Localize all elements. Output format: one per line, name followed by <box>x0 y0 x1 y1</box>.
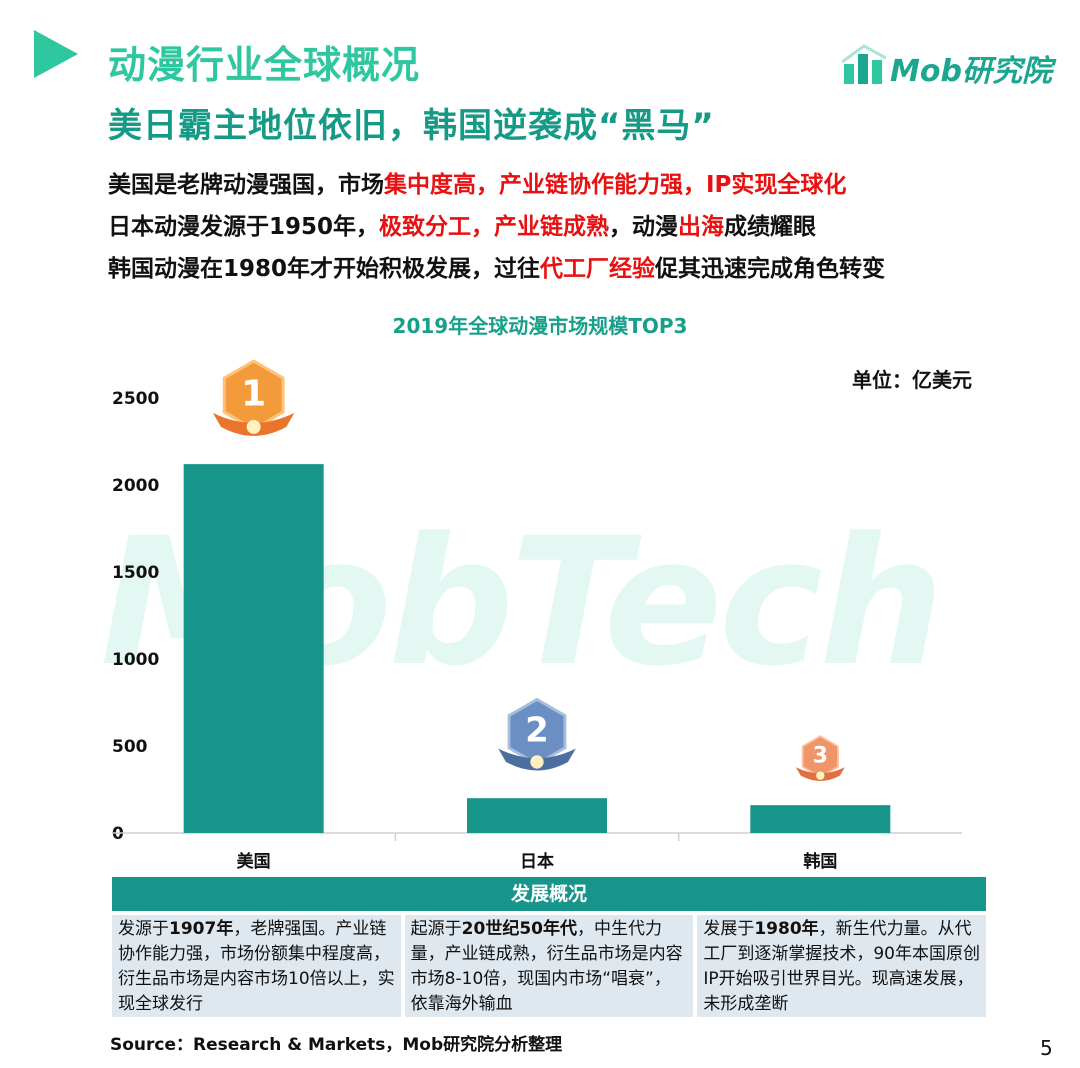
summary-bullets: 美国是老牌动漫强国，市场集中度高，产业链协作能力强，IP实现全球化 日本动漫发源于… <box>108 168 1048 294</box>
cell-bold-text: 1907年 <box>169 919 234 939</box>
cell-text: ，新生代力量。从代工厂到逐渐掌握技术，90年本国原创IP开始吸引世界目光。现高速… <box>703 919 980 1014</box>
source-note: Source：Research & Markets，Mob研究院分析整理 <box>110 1035 563 1055</box>
unit-label: 单位：亿美元 <box>852 368 972 392</box>
highlight-text: 极致分工，产业链成熟 <box>379 214 610 240</box>
table-cell: 发源于1907年，老牌强国。产业链协作能力强，市场份额集中程度高，衍生品市场是内… <box>112 915 401 1017</box>
highlight-text: 集中度高，产业链协作能力强，IP实现全球化 <box>384 172 847 198</box>
bullet-line: 韩国动漫在1980年才开始积极发展，过往代工厂经验促其迅速完成角色转变 <box>108 252 1048 294</box>
highlight-text: 代工厂经验 <box>540 256 656 282</box>
table-row: 发源于1907年，老牌强国。产业链协作能力强，市场份额集中程度高，衍生品市场是内… <box>112 915 987 1017</box>
rank-number: 2 <box>525 710 549 750</box>
rank-badge-icon: 1 <box>212 359 295 436</box>
rank-badge-icon: 2 <box>498 697 576 771</box>
market-size-bar-chart: 0 500 1000 1500 2000 2500 美国 1 日本 2 韩国 3 <box>112 359 962 872</box>
title-arrow-icon <box>34 30 78 78</box>
page-subtitle: 美日霸主地位依旧，韩国逆袭成“黑马” <box>108 106 715 146</box>
bar <box>750 805 891 833</box>
bullet-text: 美国是老牌动漫强国，市场 <box>108 172 384 198</box>
logo-text: Mob研究院 <box>890 54 1052 89</box>
table-cell: 发展于1980年，新生代力量。从代工厂到逐渐掌握技术，90年本国原创IP开始吸引… <box>697 915 987 1017</box>
cell-text: ，中生代力量，产业链成熟，衍生品市场是内容市场8-10倍，现国内市场“唱衰”，依… <box>410 919 683 1014</box>
y-tick-label: 500 <box>112 737 148 757</box>
bullet-text: 促其迅速完成角色转变 <box>655 256 886 282</box>
y-tick-label: 2000 <box>112 476 159 496</box>
table-cell: 起源于20世纪50年代，中生代力量，产业链成熟，衍生品市场是内容市场8-10倍，… <box>404 915 694 1017</box>
x-tick-label: 美国 <box>237 851 271 872</box>
rank-number: 3 <box>813 744 828 769</box>
cell-text: 发展于 <box>703 919 755 939</box>
cell-bold-text: 20世纪50年代 <box>461 919 577 939</box>
y-tick-label: 2500 <box>112 389 159 409</box>
page-title: 动漫行业全球概况 <box>108 43 421 87</box>
x-tick-label: 日本 <box>520 851 554 872</box>
rank-number: 1 <box>241 373 266 414</box>
bullet-text: 韩国动漫在1980年才开始积极发展，过往 <box>108 256 541 282</box>
mob-logo: Mob研究院 <box>841 44 1057 92</box>
cell-text: ，老牌强国。产业链协作能力强，市场份额集中程度高，衍生品市场是内容市场10倍以上… <box>118 919 395 1014</box>
page-number: 5 <box>1040 1036 1053 1060</box>
table-header: 发展概况 <box>112 877 986 911</box>
chart-title: 2019年全球动漫市场规模TOP3 <box>392 314 688 338</box>
bullet-line: 美国是老牌动漫强国，市场集中度高，产业链协作能力强，IP实现全球化 <box>108 168 1048 210</box>
bar-chart-house-icon <box>841 44 887 84</box>
rank-badge-icon: 3 <box>795 735 845 782</box>
development-table: 发展概况 发源于1907年，老牌强国。产业链协作能力强，市场份额集中程度高，衍生… <box>112 877 987 1017</box>
y-tick-label: 0 <box>112 824 124 844</box>
cell-bold-text: 1980年 <box>754 919 819 939</box>
cell-text: 起源于 <box>410 919 462 939</box>
bullet-line: 日本动漫发源于1950年，极致分工，产业链成熟，动漫出海成绩耀眼 <box>108 210 1048 252</box>
bar <box>183 464 324 833</box>
y-tick-label: 1500 <box>112 563 159 583</box>
bullet-text: 日本动漫发源于1950年， <box>108 214 380 240</box>
x-tick-label: 韩国 <box>803 851 837 872</box>
bar <box>467 798 607 833</box>
cell-text: 发源于 <box>118 919 169 939</box>
bullet-text: 成绩耀眼 <box>724 214 817 240</box>
bullet-text: ，动漫 <box>609 214 679 240</box>
highlight-text: 出海 <box>678 214 725 240</box>
y-tick-label: 1000 <box>112 650 159 670</box>
